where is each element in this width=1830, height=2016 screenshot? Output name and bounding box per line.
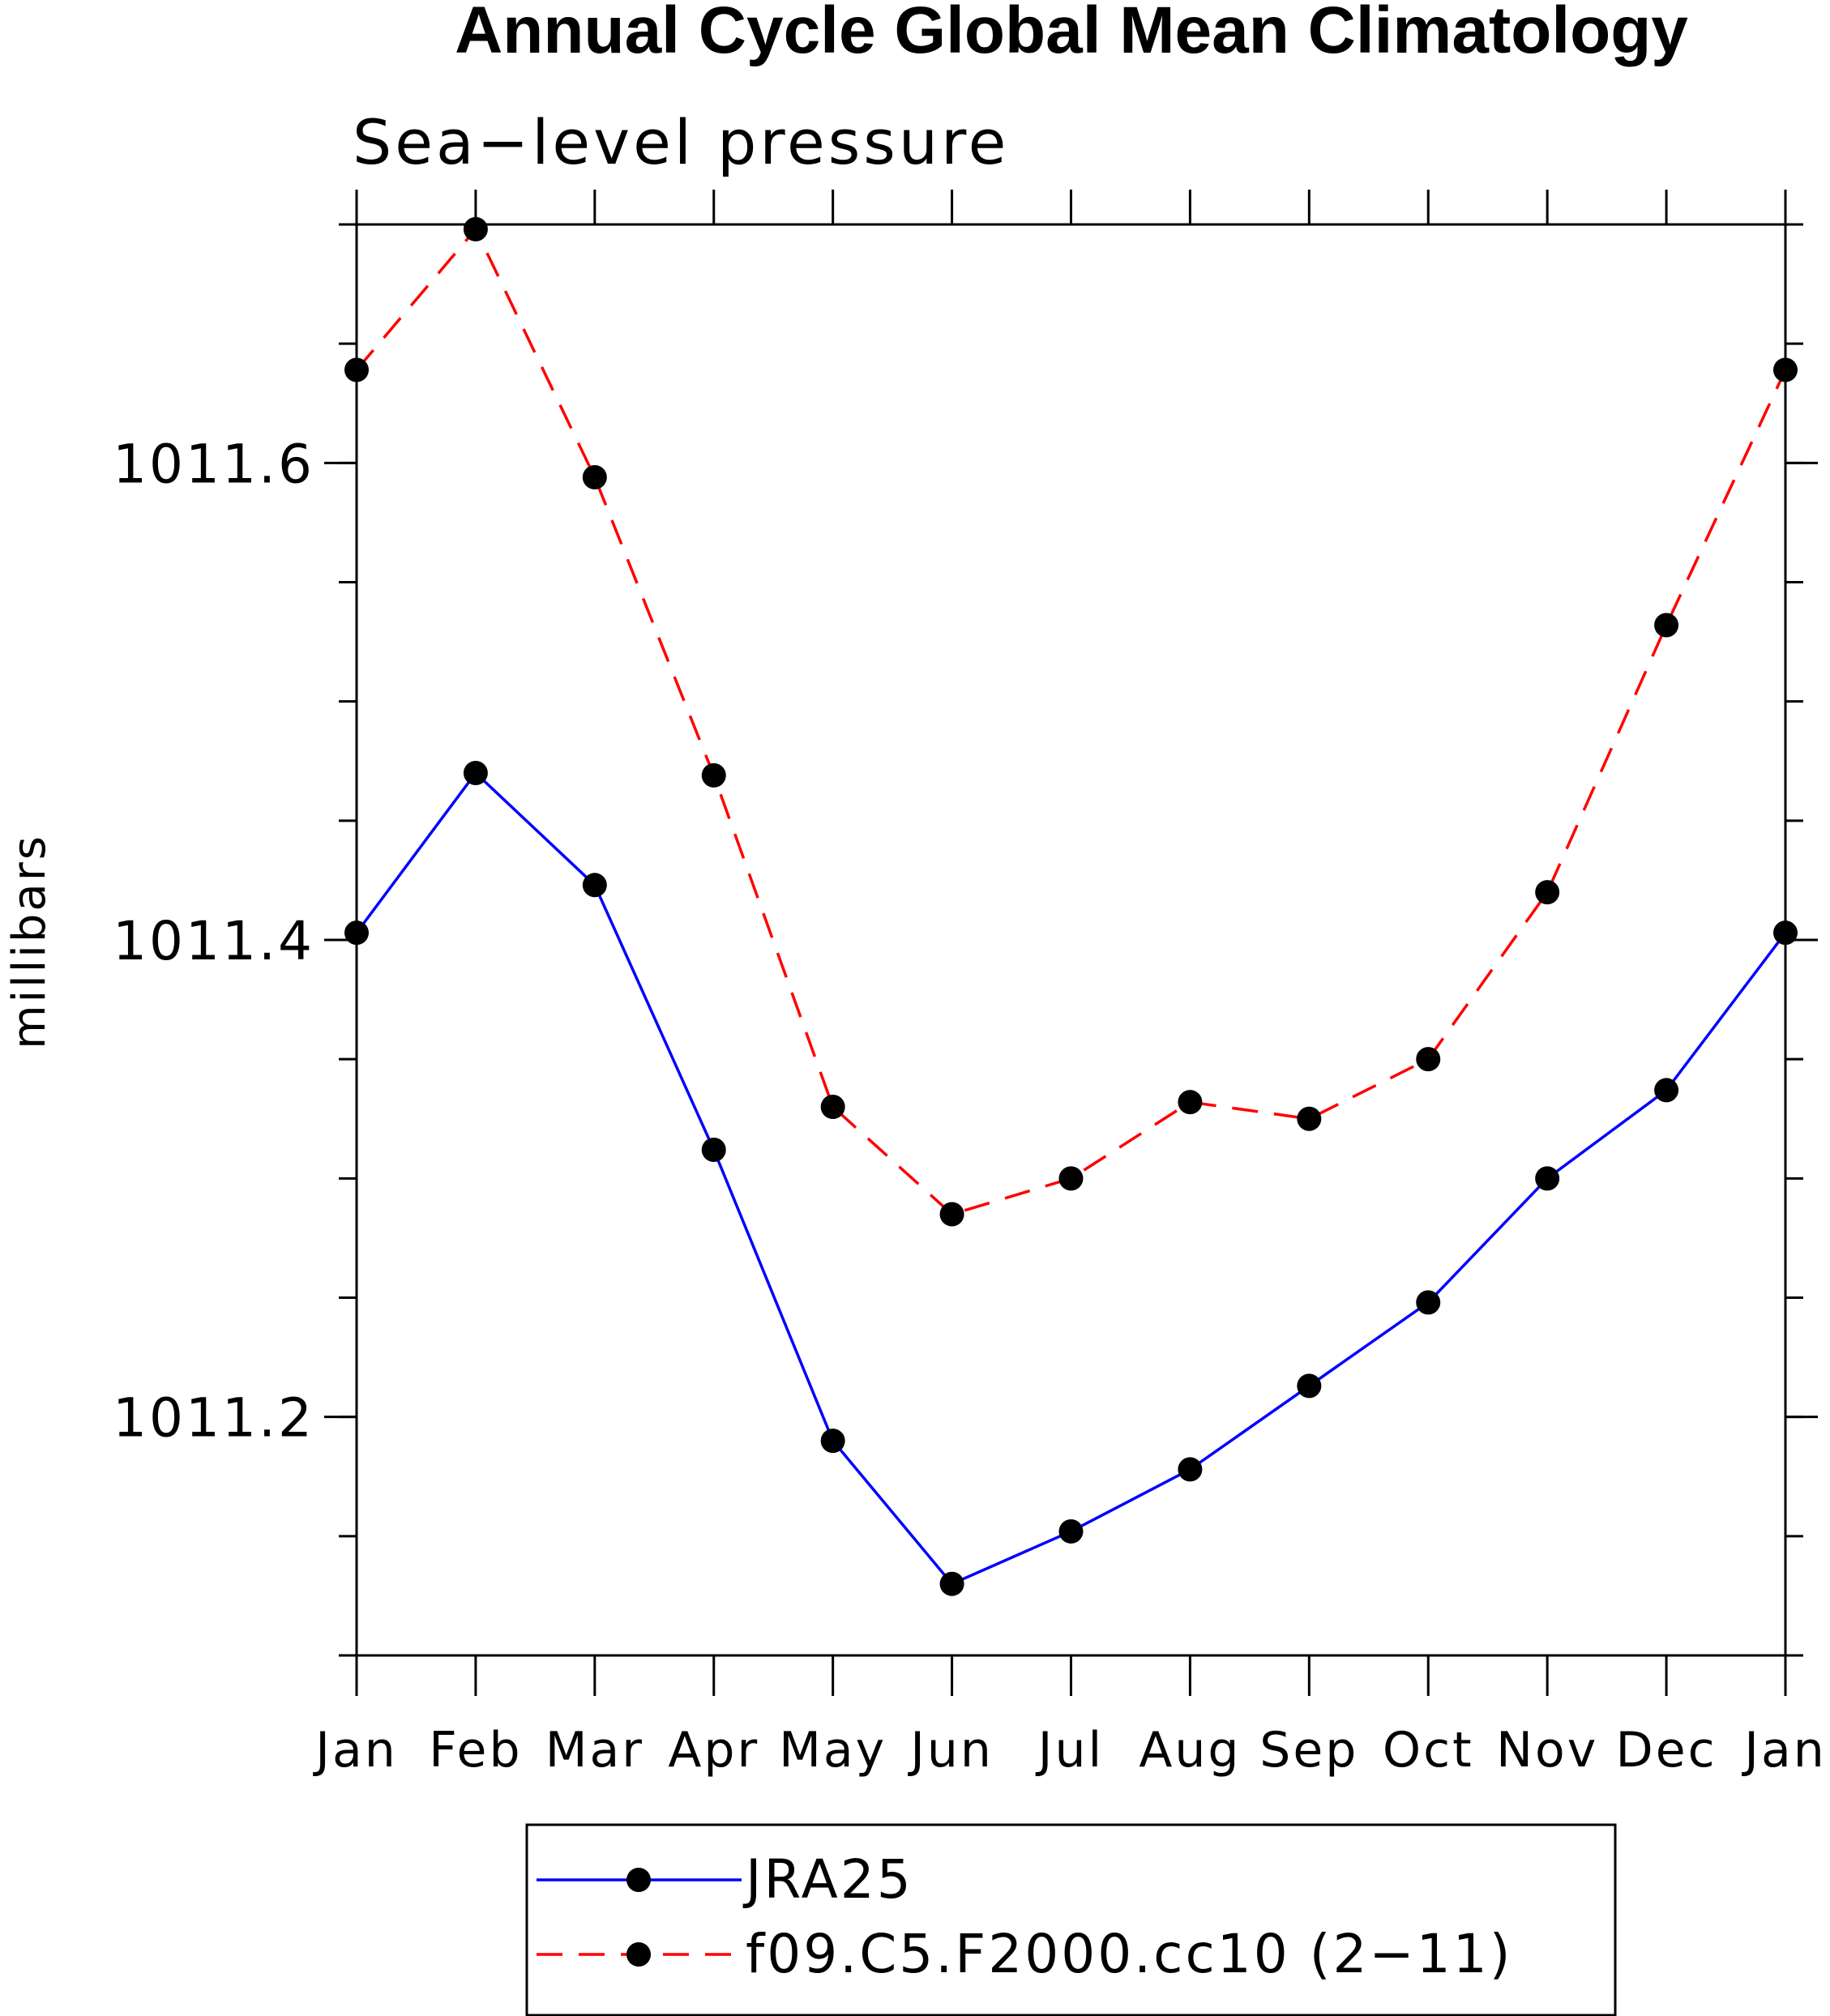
data-point-series-1 xyxy=(1416,1047,1441,1072)
data-point-series-0 xyxy=(582,873,607,898)
data-point-series-0 xyxy=(1535,1166,1560,1191)
data-point-series-1 xyxy=(463,216,488,241)
data-point-series-0 xyxy=(344,920,369,946)
data-point-series-0 xyxy=(1178,1457,1203,1482)
data-point-series-1 xyxy=(1178,1090,1203,1115)
y-tick-label: 1011.4 xyxy=(113,910,314,972)
data-point-series-1 xyxy=(939,1202,964,1227)
data-point-series-1 xyxy=(1773,357,1798,382)
data-point-series-0 xyxy=(820,1429,845,1454)
x-tick-label: Nov xyxy=(1496,1722,1598,1779)
x-tick-label: Dec xyxy=(1616,1722,1717,1779)
legend-marker-1 xyxy=(626,1942,651,1967)
x-tick-label: Sep xyxy=(1259,1722,1358,1779)
plot-area: Jan Feb Mar Apr May Jun Jul Aug Sep Oct Nov Dec Jan 1… xyxy=(113,190,1827,1779)
data-point-series-0 xyxy=(1416,1290,1441,1315)
x-tick-label: Apr xyxy=(668,1722,759,1779)
data-point-series-0 xyxy=(701,1138,726,1163)
data-point-series-1 xyxy=(1535,880,1560,905)
x-tick-label: Jul xyxy=(1035,1722,1104,1779)
chart-title: Annual Cycle Global Mean Climatology xyxy=(455,0,1688,67)
legend: JRA25 f09.C5.F2000.cc10 (2−11) xyxy=(525,1823,1617,2016)
x-tick-label: Feb xyxy=(429,1722,522,1779)
y-axis-label: millibars xyxy=(3,834,56,1049)
x-tick-label: Oct xyxy=(1383,1722,1474,1779)
legend-marker-0 xyxy=(626,1868,651,1892)
x-tick-label: May xyxy=(779,1722,887,1779)
data-point-series-0 xyxy=(463,760,488,785)
legend-label-0: JRA25 xyxy=(742,1848,913,1911)
x-tick-label: Jan xyxy=(312,1722,398,1779)
data-point-series-1 xyxy=(1058,1166,1084,1191)
data-point-series-1 xyxy=(820,1095,845,1120)
x-tick-label: Aug xyxy=(1139,1722,1241,1779)
data-point-series-1 xyxy=(701,762,726,788)
x-tick-label: Jun xyxy=(907,1722,994,1779)
legend-label-1: f09.C5.F2000.cc10 (2−11) xyxy=(746,1923,1512,1985)
data-point-series-0 xyxy=(939,1571,964,1596)
x-tick-label: Jan xyxy=(1741,1722,1827,1779)
plot-frame xyxy=(355,223,1787,1657)
data-point-series-1 xyxy=(582,464,607,489)
series-line-1 xyxy=(355,226,1787,1216)
x-tick-label: Mar xyxy=(545,1722,644,1779)
data-point-series-0 xyxy=(1297,1373,1322,1399)
data-point-series-0 xyxy=(1654,1078,1679,1103)
legend-box xyxy=(525,1823,1617,2016)
data-point-series-0 xyxy=(1058,1518,1084,1544)
data-point-series-1 xyxy=(1654,613,1679,638)
y-tick-label: 1011.2 xyxy=(113,1387,314,1450)
data-point-series-1 xyxy=(1297,1106,1322,1131)
y-tick-label: 1011.6 xyxy=(113,433,314,495)
data-point-series-1 xyxy=(344,357,369,382)
data-point-series-0 xyxy=(1773,920,1798,946)
chart-subtitle: Sea−level pressure xyxy=(353,106,1009,178)
